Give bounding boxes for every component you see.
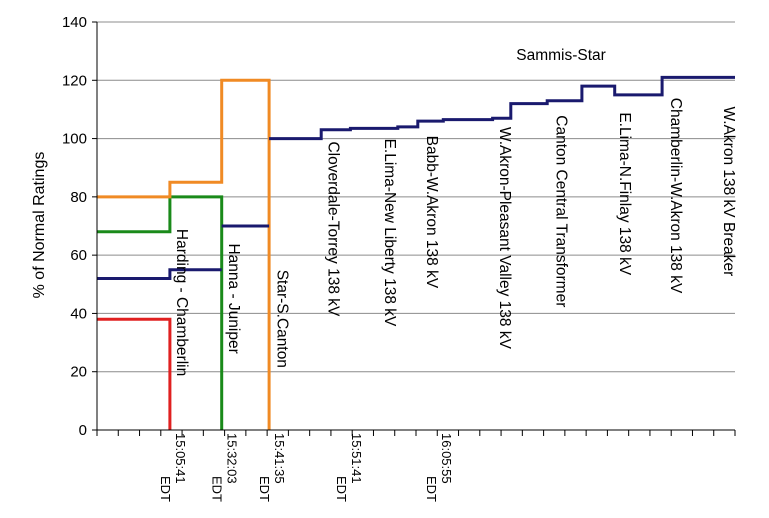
annotation-labels: Sammis-Star Harding - Chamberlin Hanna - J… [173,47,737,376]
annotation-label: Cloverdale-Torrey 138 kV [325,141,342,317]
series-line-navy-early [97,268,222,280]
annotation-label: E.Lima-New Liberty 138 kV [381,139,398,327]
x-tick-time-label: 15:32:03 [225,433,240,484]
axes: 02040608010012014015:05:41EDT15:32:03EDT… [62,14,736,502]
series-line-orange [97,78,271,430]
series-line-red [97,317,172,430]
series-lines [97,75,735,430]
annotation-label: Chamberlin-W.Akron 138 kV [667,98,684,294]
x-tick-tz-label: EDT [257,476,272,502]
x-tick-time-label: 15:41:35 [272,433,287,484]
y-tick-label: 40 [70,305,87,322]
y-tick-label: 20 [70,364,87,381]
annotation-label: Hanna - Juniper [225,243,242,353]
x-tick-tz-label: EDT [158,476,173,502]
annotation-label: Star-S.Canton [273,270,290,368]
x-tick-tz-label: EDT [424,476,439,502]
annotation-label: Harding - Chamberlin [173,229,190,376]
annotation-label: W.Akron 138 kV Breaker [720,107,737,277]
y-tick-label: 0 [79,422,87,439]
y-tick-label: 60 [70,247,87,264]
x-tick-time-label: 15:05:41 [173,433,188,484]
gridlines [97,21,735,431]
x-tick-tz-label: EDT [334,476,349,502]
y-tick-label: 140 [62,14,87,31]
x-tick-time-label: 15:51:41 [349,433,364,484]
annotation-label: W.Akron-Pleasant Valley 138 kV [496,127,513,350]
series-line-sammis-star [269,75,735,141]
annotation-label: Canton Central Transformer [552,115,569,307]
y-axis-label: % of Normal Ratings [31,152,48,299]
y-tick-label: 80 [70,189,87,206]
y-tick-label: 120 [62,72,87,89]
x-tick-tz-label: EDT [210,476,225,502]
x-tick-time-label: 16:05:55 [439,433,454,484]
annotation-label: E.Lima-N.Finlay 138 kV [616,112,633,275]
annotation-label: Babb-W.Akron 138 kV [423,136,440,289]
annotation-label: Sammis-Star [516,47,606,64]
y-tick-label: 100 [62,131,87,148]
